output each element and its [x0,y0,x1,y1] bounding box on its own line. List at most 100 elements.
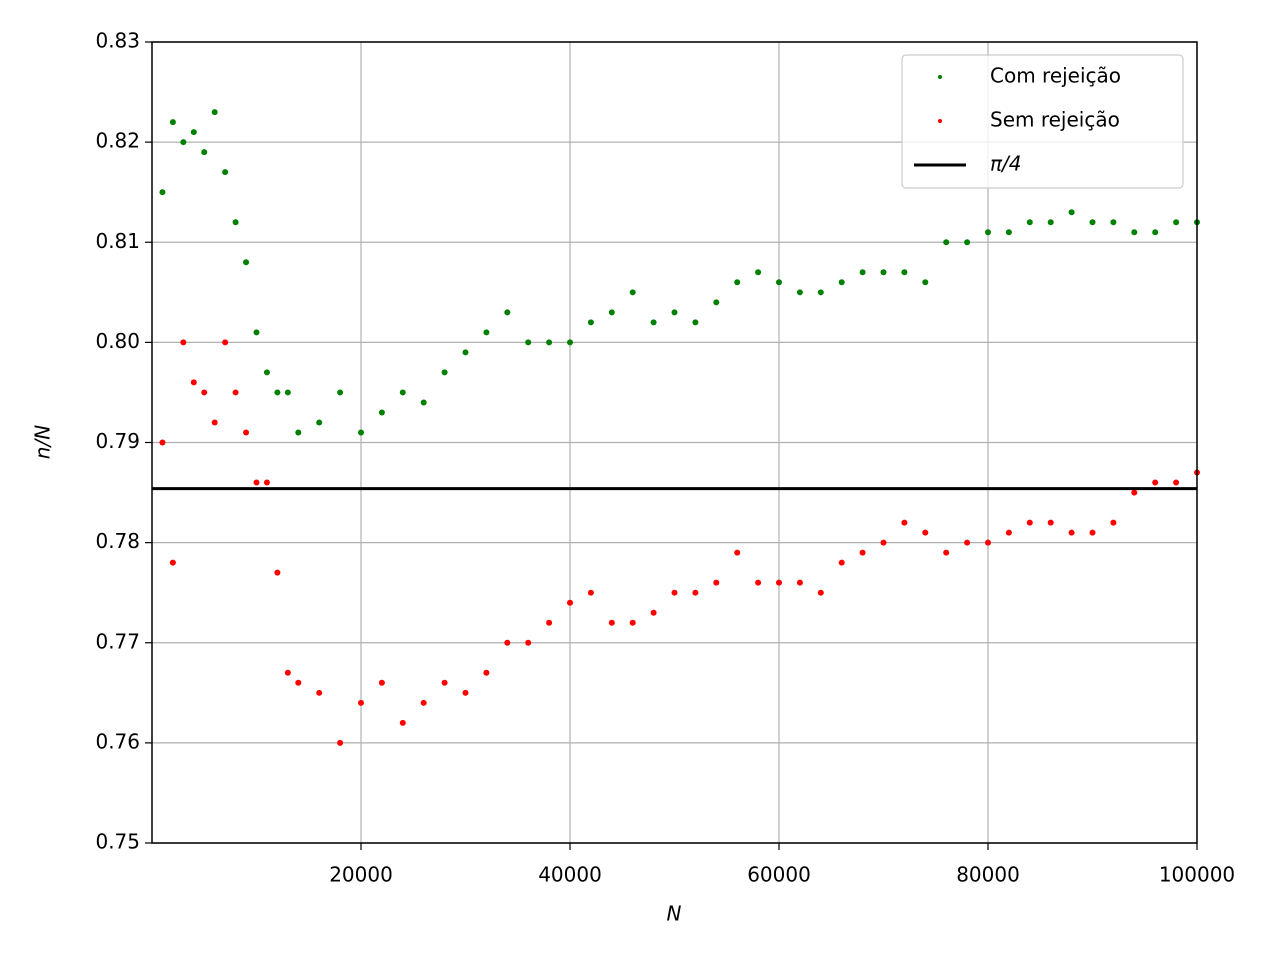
data-point [546,339,553,346]
data-point [713,579,720,586]
data-point [1089,219,1096,226]
data-point [316,419,323,426]
data-point [650,609,657,616]
data-point [441,679,448,686]
x-tick-label: 80000 [956,863,1020,887]
plot-frame [151,41,1198,844]
data-point [169,559,176,566]
data-point [462,689,469,696]
y-tick-label: 0.81 [95,229,140,253]
data-point [274,389,281,396]
data-point [817,289,824,296]
y-tick-label: 0.77 [95,629,140,653]
data-point [922,529,929,536]
data-point [201,149,208,156]
y-tick-label: 0.80 [95,329,140,353]
data-point [943,239,950,246]
data-point [817,589,824,596]
data-point [295,429,302,436]
data-point [567,599,573,606]
data-point [253,479,260,486]
data-point [462,349,469,356]
data-point [943,549,950,556]
data-point [399,719,406,726]
x-tick-label: 100000 [1159,863,1235,887]
y-axis-label: n/N [31,425,55,459]
data-point [880,539,887,546]
y-tick-label: 0.83 [95,29,140,53]
data-point [337,739,344,746]
data-point [1131,229,1138,236]
data-point [650,319,657,326]
data-point [337,389,344,396]
data-point [880,269,887,276]
data-point [1047,219,1054,226]
data-point [776,279,782,286]
y-tick-label: 0.78 [95,529,140,553]
data-point [901,269,908,276]
data-point [1005,229,1012,236]
legend-label: Com rejeição [990,64,1121,88]
data-point [243,429,250,436]
data-point [859,549,866,556]
data-point [253,329,260,336]
data-point [169,119,176,126]
legend-marker [938,75,942,79]
data-point [263,369,270,376]
data-point [901,519,908,526]
data-point [776,579,782,586]
data-point [441,369,448,376]
data-point [525,639,532,646]
data-point [190,129,197,136]
data-point [587,589,594,596]
data-point [284,669,291,676]
data-point [629,619,636,626]
data-point [1173,479,1180,486]
data-point [796,579,803,586]
data-point [232,389,239,396]
data-point [1131,489,1138,496]
data-point [587,319,594,326]
data-point [378,409,385,416]
data-point [420,399,427,406]
data-point [263,479,270,486]
data-point [190,379,197,386]
data-point [985,229,991,236]
data-point [671,589,678,596]
data-point [985,539,991,546]
data-point [755,579,762,586]
x-tick-label: 20000 [329,863,393,887]
data-point [316,689,323,696]
data-point [1047,519,1054,526]
data-point [483,669,490,676]
data-point [525,339,532,346]
data-point [692,589,699,596]
data-point [222,339,229,346]
y-tick-label: 0.79 [95,429,140,453]
data-point [1005,529,1012,536]
data-point [734,279,741,286]
data-point [838,279,845,286]
legend-box [901,54,1184,189]
data-point [378,679,385,686]
data-point [1026,519,1033,526]
x-tick-label: 60000 [747,863,811,887]
legend-label: Sem rejeição [990,108,1120,132]
data-point [274,569,281,576]
data-point [159,439,166,446]
data-point [922,279,929,286]
data-point [504,309,511,316]
data-point [608,309,615,316]
data-point [1110,219,1117,226]
legend: Com rejeição Sem rejeição π/4 [901,54,1184,189]
data-point [295,679,302,686]
data-point [1068,529,1075,536]
data-point [222,169,229,176]
data-point [671,309,678,316]
data-point [567,339,573,346]
data-point [796,289,803,296]
data-point [734,549,741,556]
data-point [358,429,364,436]
y-tick-label: 0.75 [95,830,140,854]
